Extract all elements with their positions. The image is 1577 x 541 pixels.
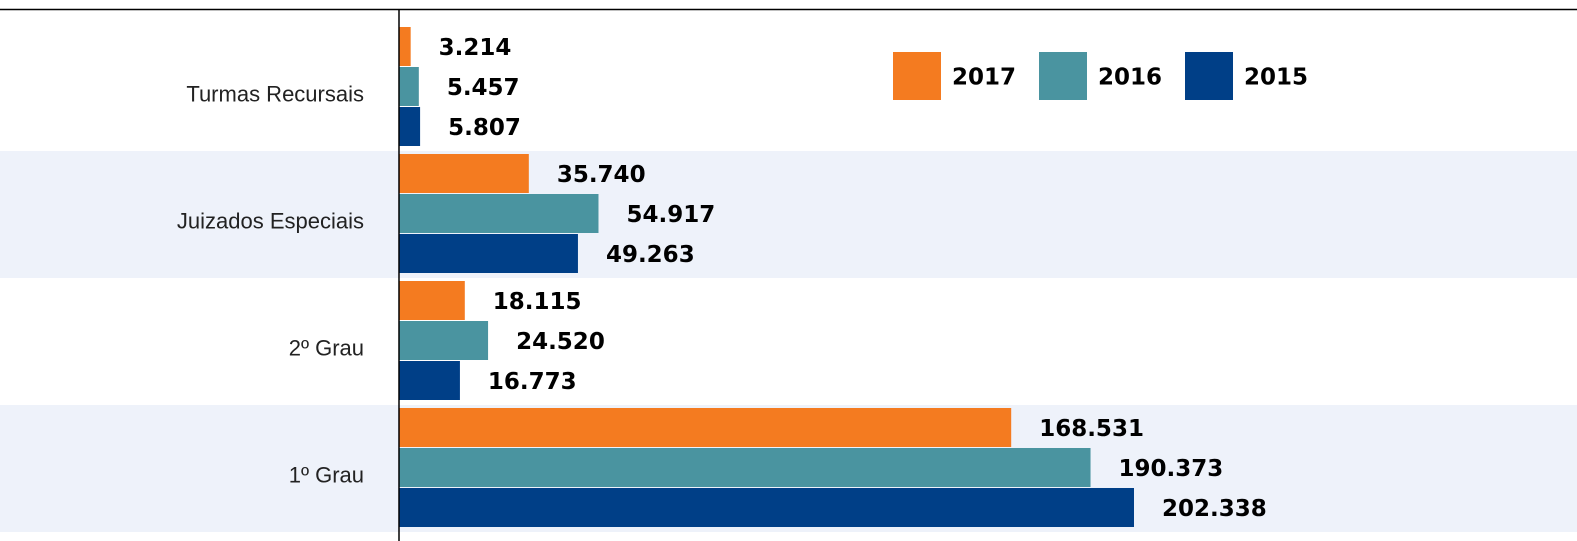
category-label: 1º Grau	[289, 462, 364, 487]
bar	[399, 194, 599, 233]
bar	[399, 408, 1012, 447]
value-label: 190.373	[1119, 456, 1224, 482]
category-label: Turmas Recursais	[186, 81, 364, 106]
row-band	[0, 151, 1577, 278]
value-label: 168.531	[1039, 416, 1144, 442]
value-label: 35.740	[557, 162, 646, 188]
legend-swatch	[1185, 52, 1233, 100]
bar	[399, 321, 489, 360]
bar	[399, 234, 578, 273]
bar	[399, 488, 1134, 527]
value-label: 5.457	[447, 75, 520, 101]
value-label: 54.917	[626, 202, 715, 228]
bar	[399, 281, 465, 320]
category-label: 2º Grau	[289, 335, 364, 360]
value-label: 16.773	[488, 369, 577, 395]
bar	[399, 361, 460, 400]
value-label: 24.520	[516, 329, 605, 355]
value-label: 49.263	[606, 242, 695, 268]
value-label: 18.115	[493, 289, 582, 315]
bar	[399, 154, 529, 193]
legend-swatch	[1039, 52, 1087, 100]
bar	[399, 448, 1091, 487]
bar	[399, 27, 411, 66]
value-label: 202.338	[1162, 496, 1267, 522]
category-label: Juizados Especiais	[177, 208, 364, 233]
legend-swatch	[893, 52, 941, 100]
legend-label: 2016	[1098, 65, 1162, 91]
legend-label: 2015	[1244, 65, 1308, 91]
bar	[399, 107, 421, 146]
legend-label: 2017	[952, 65, 1016, 91]
value-label: 3.214	[439, 35, 512, 61]
value-label: 5.807	[448, 115, 521, 141]
bar	[399, 67, 419, 106]
